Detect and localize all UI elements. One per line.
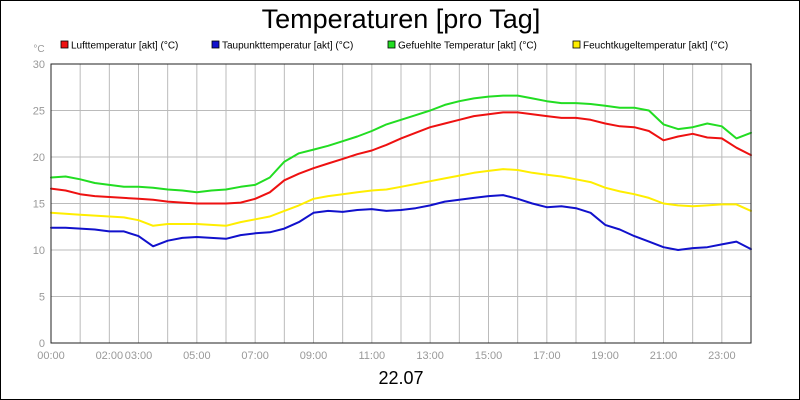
series-line-1 — [50, 111, 752, 205]
series-line-4 — [50, 168, 752, 227]
y-axis-unit: °C — [33, 44, 44, 55]
x-tick-label: 07:00 — [241, 350, 269, 362]
legend-label: Feuchtkugeltemperatur [akt] (°C) — [583, 41, 728, 52]
legend-label: Taupunkttemperatur [akt] (°C) — [222, 41, 353, 52]
legend: Lufttemperatur [akt] (°C) Taupunkttempera… — [60, 40, 728, 52]
axis-ticks: 0 5 10 15 20 25 30 00:00 02:00 03:00 05:00 07:00 09:… — [33, 59, 736, 362]
y-tick-label: 15 — [33, 199, 45, 211]
y-tick-label: 0 — [39, 338, 45, 350]
plot-area-border — [50, 63, 752, 344]
y-tick-label: 20 — [33, 152, 45, 164]
date-label: 22.07 — [378, 368, 424, 388]
grid — [51, 64, 751, 343]
x-tick-label: 00:00 — [37, 350, 65, 362]
y-tick-label: 30 — [33, 59, 45, 71]
x-tick-label: 11:00 — [358, 350, 385, 362]
y-tick-label: 5 — [39, 292, 45, 304]
legend-swatch — [387, 40, 396, 49]
x-tick-label: 05:00 — [183, 350, 211, 362]
chart-title: Temperaturen [pro Tag] — [261, 4, 541, 34]
x-tick-label: 03:00 — [125, 350, 153, 362]
y-tick-label: 10 — [33, 245, 45, 257]
x-tick-label: 17:00 — [533, 350, 561, 362]
legend-label: Gefuehlte Temperatur [akt] (°C) — [398, 41, 537, 52]
series-lines — [50, 94, 752, 251]
y-tick-label: 25 — [33, 106, 45, 118]
legend-swatch — [60, 40, 69, 49]
series-line-2 — [50, 194, 752, 251]
x-tick-label: 09:00 — [300, 350, 328, 362]
legend-swatch — [211, 40, 220, 49]
series-line-3 — [50, 94, 752, 194]
legend-label: Lufttemperatur [akt] (°C) — [71, 41, 178, 52]
legend-swatch — [572, 40, 581, 49]
x-tick-label: 19:00 — [591, 350, 619, 362]
x-tick-label: 15:00 — [475, 350, 503, 362]
x-tick-label: 02:00 — [96, 350, 124, 362]
x-tick-label: 23:00 — [708, 350, 736, 362]
x-tick-label: 21:00 — [650, 350, 678, 362]
x-tick-label: 13:00 — [416, 350, 444, 362]
